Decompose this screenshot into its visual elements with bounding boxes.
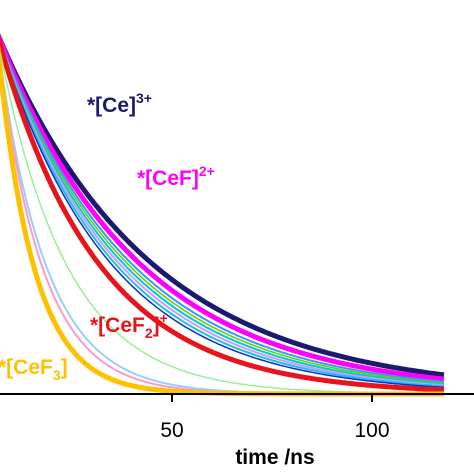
decay-curves [0, 33, 445, 397]
x-tick-label-50: 50 [160, 419, 183, 442]
decay-series-4 [0, 38, 445, 386]
decay-series-7 [0, 40, 445, 389]
decay-series-0 [0, 33, 445, 378]
label-cef2-cation: *[CeF2]+ [90, 310, 168, 341]
decay-series-5 [0, 38, 445, 387]
decay-series-8 [0, 35, 445, 393]
decay-series-3 [0, 38, 445, 384]
decay-series-1 [0, 33, 445, 382]
decay-series-6 [0, 39, 445, 388]
x-axis-title: time /ns [235, 446, 314, 469]
decay-series-2 [0, 38, 445, 383]
label-cef2plus: *[CeF]2+ [137, 163, 215, 190]
x-tick-label-100: 100 [354, 419, 389, 442]
label-ce3: *[Ce]3+ [87, 90, 152, 117]
label-cef3: *[CeF3] [0, 356, 68, 383]
